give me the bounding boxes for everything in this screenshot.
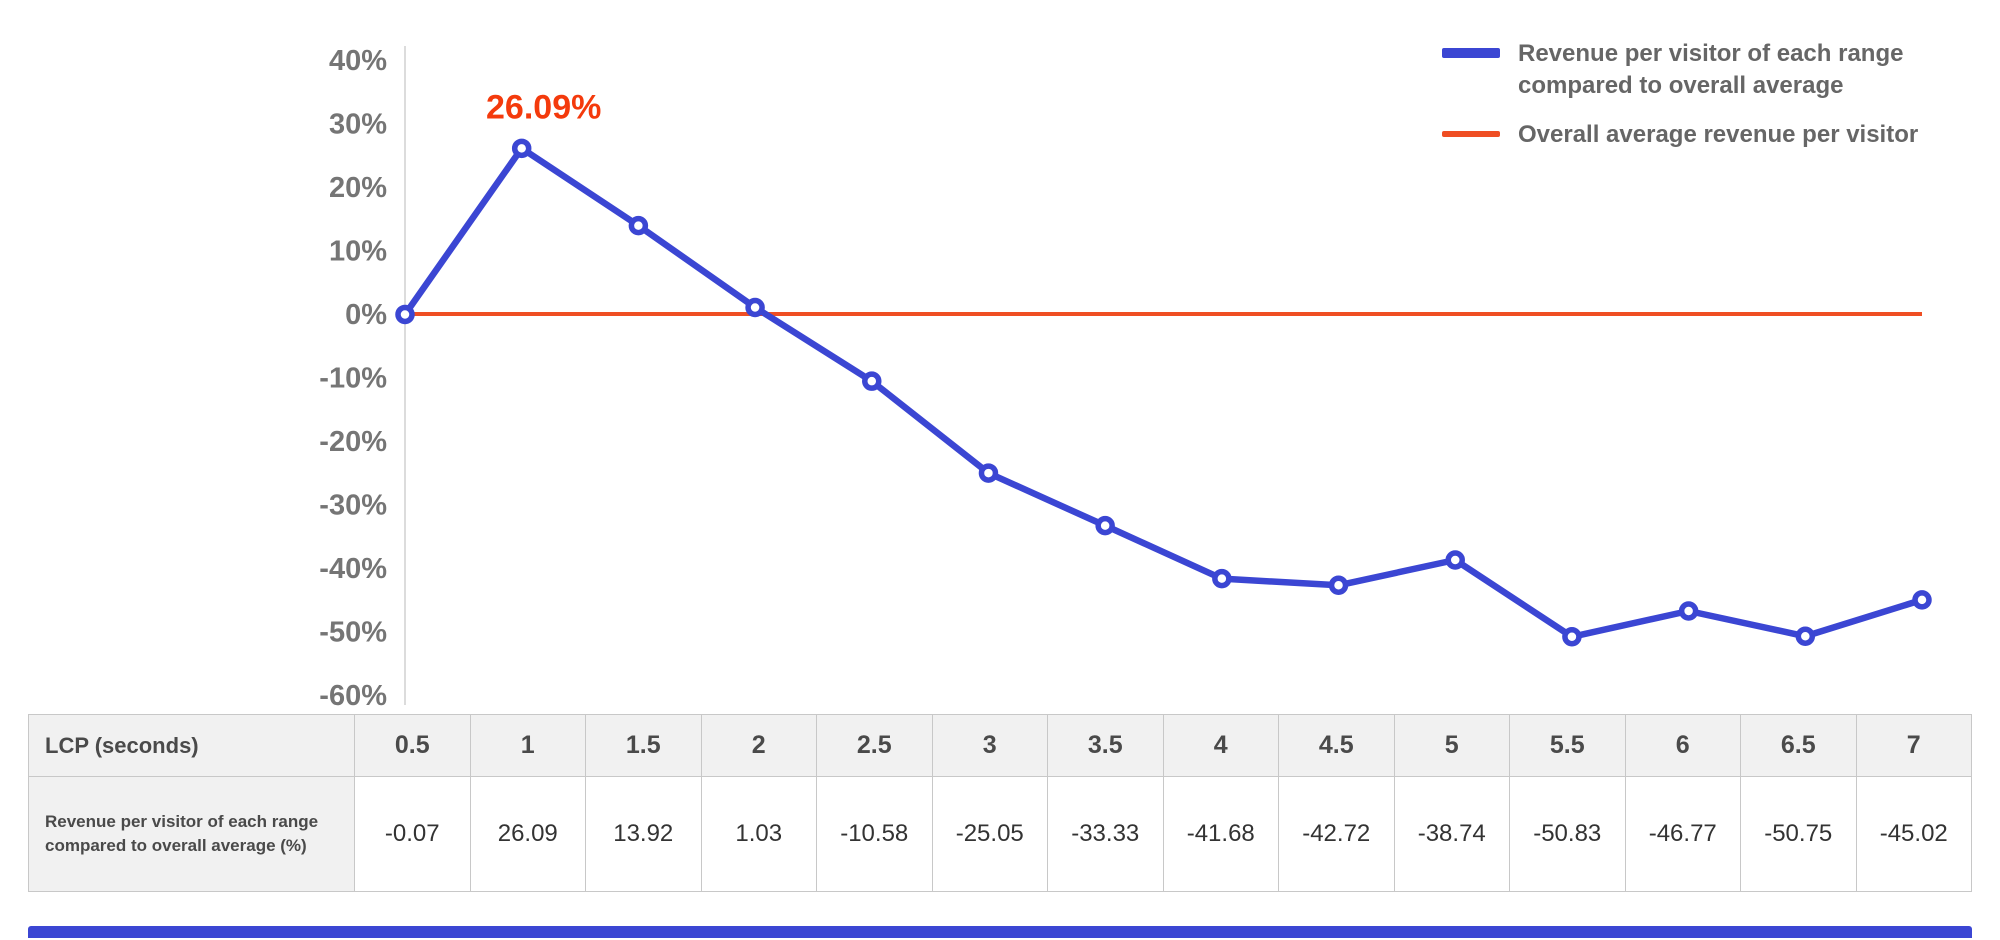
data-point-marker — [1095, 515, 1115, 536]
table-header-cell: 7 — [1855, 714, 1972, 777]
data-point-marker — [511, 138, 532, 159]
table-cell: -25.05 — [931, 776, 1048, 892]
data-point-marker — [745, 297, 765, 318]
y-tick-label: 0% — [345, 299, 387, 331]
chart-legend: Revenue per visitor of each range compar… — [1442, 38, 1950, 151]
legend-label-average: Overall average revenue per visitor — [1518, 120, 1919, 148]
y-tick-label: -40% — [319, 553, 387, 585]
table-header-cell: 3 — [931, 714, 1048, 777]
table-header-cell: 1.5 — [585, 714, 702, 777]
y-tick-label: 40% — [329, 45, 387, 77]
legend-label-revenue: Revenue per visitor of each range compar… — [1518, 40, 1904, 100]
table-cell: -45.02 — [1855, 776, 1972, 892]
table-cell: -38.74 — [1393, 776, 1510, 892]
y-tick-label: 30% — [329, 109, 387, 141]
table-cell: 26.09 — [469, 776, 586, 892]
data-point-marker — [1445, 550, 1465, 570]
table-header-label: LCP (seconds) — [28, 714, 355, 777]
revenue-line — [401, 145, 1926, 641]
table-cell: -33.33 — [1047, 776, 1164, 892]
table-cell: -41.68 — [1162, 776, 1279, 892]
y-tick-label: -30% — [319, 490, 387, 522]
data-point-marker — [978, 463, 999, 483]
table-header-cell: 1 — [469, 714, 586, 777]
bottom-blue-bar — [28, 926, 1972, 938]
table-cell: 13.92 — [585, 776, 702, 892]
y-tick-label: 10% — [329, 236, 387, 268]
table-header-cell: 5.5 — [1509, 714, 1626, 777]
y-tick-label: 20% — [329, 172, 387, 204]
table-cell: -50.83 — [1509, 776, 1626, 892]
data-point-marker — [1328, 575, 1349, 596]
table-header-cell: 6 — [1624, 714, 1741, 777]
y-tick-label: -50% — [319, 617, 387, 649]
table-cell: -10.58 — [816, 776, 933, 892]
table-cell: -50.75 — [1740, 776, 1857, 892]
table-header-cell: 6.5 — [1740, 714, 1857, 777]
peak-annotation: 26.09% — [486, 88, 601, 126]
table-cell: -42.72 — [1278, 776, 1395, 892]
table-row-label: Revenue per visitor of each range compar… — [28, 776, 355, 892]
lcp-chart-svg: 40% 30% 20% 10% 0% -10% -20% -30% -40% -50% -60% 26… — [319, 45, 1932, 712]
data-point-marker — [1912, 590, 1932, 610]
table-header-cell: 5 — [1393, 714, 1510, 777]
table-header-cell: 4.5 — [1278, 714, 1395, 777]
y-tick-label: -60% — [319, 680, 387, 712]
data-point-marker — [1678, 601, 1699, 621]
data-point-marker — [628, 215, 649, 236]
data-point-marker — [862, 371, 882, 391]
chart-area: 40% 30% 20% 10% 0% -10% -20% -30% -40% -50% -60% 26… — [319, 38, 1950, 712]
legend-item-average: Overall average revenue per visitor — [1442, 119, 1950, 151]
legend-swatch-blue-line-icon — [1442, 48, 1500, 58]
table-cell: -0.07 — [354, 776, 471, 892]
data-point-marker — [395, 304, 415, 325]
data-point-marker — [1562, 627, 1582, 647]
y-tick-label: -20% — [319, 426, 387, 458]
table-header-cell: 4 — [1162, 714, 1279, 777]
table-header-cell: 2 — [700, 714, 817, 777]
table-header-row: LCP (seconds) 0.5 1 1.5 2 2.5 3 3.5 4 4.5 5 5.5 6 6.5… — [28, 714, 1972, 777]
data-point-marker — [1212, 568, 1232, 589]
data-point-marker — [1795, 626, 1816, 647]
table-header-cell: 3.5 — [1047, 714, 1164, 777]
table-row: Revenue per visitor of each range compar… — [28, 776, 1972, 892]
table-header-cell: 2.5 — [816, 714, 933, 777]
y-tick-label: -10% — [319, 363, 387, 395]
table-cell: -46.77 — [1624, 776, 1741, 892]
table-cell: 1.03 — [700, 776, 817, 892]
table-header-cell: 0.5 — [354, 714, 471, 777]
legend-item-revenue: Revenue per visitor of each range compar… — [1442, 38, 1950, 103]
data-table: LCP (seconds) 0.5 1 1.5 2 2.5 3 3.5 4 4.5 5 5.5 6 6.5… — [28, 714, 1972, 892]
legend-swatch-red-line-icon — [1442, 130, 1500, 137]
